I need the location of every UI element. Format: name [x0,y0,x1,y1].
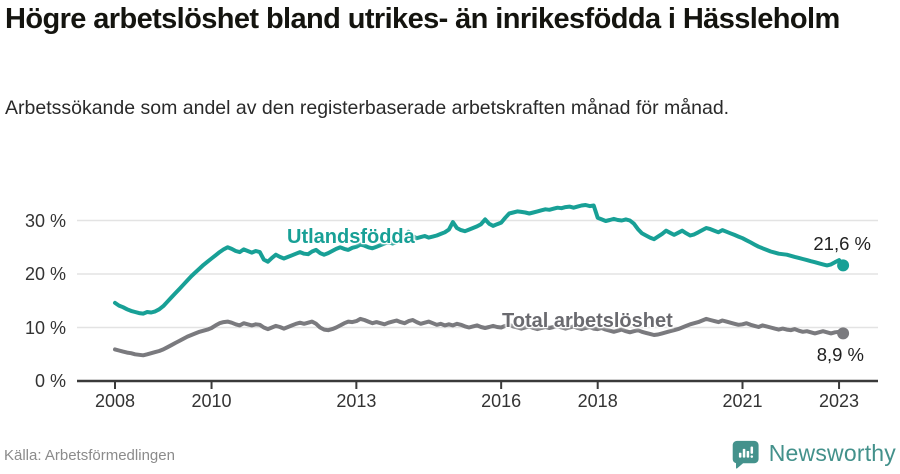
source-note: Källa: Arbetsförmedlingen [4,447,175,464]
chart-subtitle: Arbetssökande som andel av den registerb… [5,97,730,119]
y-axis-label: 10 % [24,317,66,338]
page-title: Högre arbetslöshet bland utrikes- än inr… [5,3,840,35]
brand-name: Newsworthy [768,440,896,466]
y-axis-label: 20 % [24,264,66,284]
y-axis-label: 0 % [34,371,66,391]
series-label-total-arbetsloshet: Total arbetslöshet [502,310,673,332]
x-axis-label: 2023 [819,391,860,411]
x-axis-label: 2016 [481,391,522,411]
y-axis-label: 30 % [24,210,66,231]
x-axis-label: 2010 [191,391,232,411]
end-value-utlandsfodda: 21,6 % [813,233,871,254]
newsworthy-logo: Newsworthy [730,438,896,469]
x-axis-label: 2018 [577,391,618,411]
x-axis-label: 2008 [94,391,136,411]
series-label-utlandsfodda: Utlandsfödda [287,226,415,248]
x-axis-label: 2013 [336,391,377,411]
x-axis-label: 2021 [722,391,763,411]
newsworthy-icon [732,440,759,469]
end-value-total-arbetsloshet: 8,9 % [816,344,864,365]
